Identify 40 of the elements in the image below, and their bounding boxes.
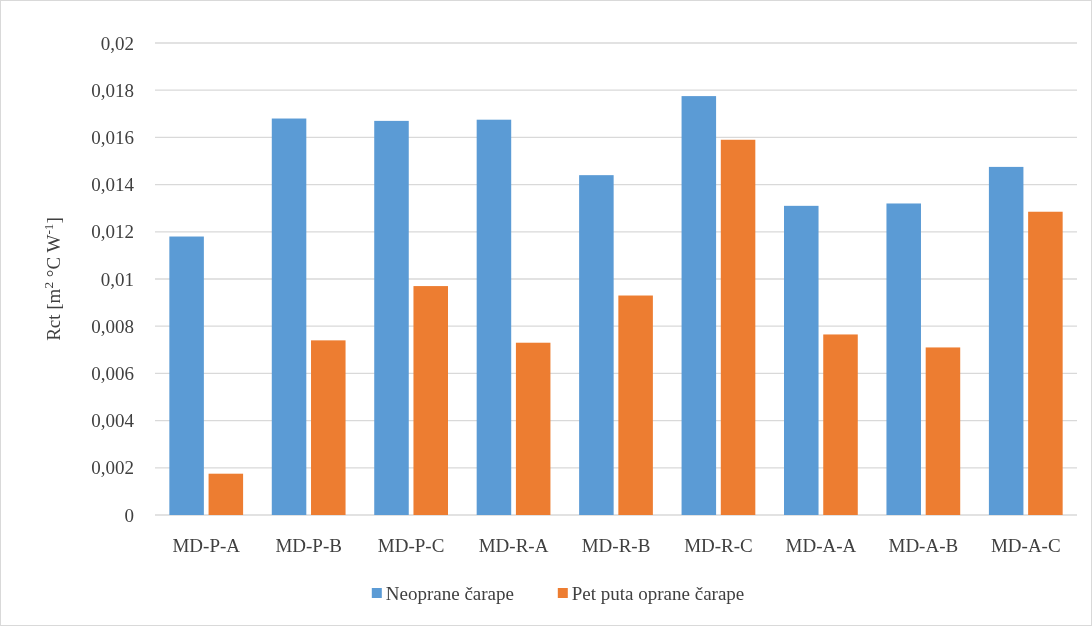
bar [925, 347, 961, 515]
y-tick-label: 0,02 [100, 32, 134, 54]
y-tick-label: 0,002 [91, 457, 134, 479]
y-tick-label: 0,004 [91, 410, 135, 432]
x-tick-label: MD-R-B [581, 535, 651, 556]
y-tick-label: 0,006 [91, 363, 134, 385]
bar [169, 236, 204, 515]
bar [271, 118, 307, 515]
y-tick-label: 0,01 [100, 268, 134, 290]
x-tick-label: MD-P-A [172, 535, 241, 556]
bar [618, 295, 653, 515]
y-tick-label: 0,018 [91, 79, 134, 101]
bar [823, 334, 858, 515]
bar [886, 203, 921, 515]
legend-label: Pet puta oprane čarape [571, 583, 745, 604]
bar [579, 175, 614, 515]
y-tick-label: 0,012 [91, 221, 134, 243]
bar [720, 139, 756, 515]
y-tick-label: 0,016 [91, 127, 134, 149]
x-tick-label: MD-A-B [888, 535, 959, 556]
x-tick-label: MD-A-C [990, 535, 1061, 556]
bar [413, 286, 448, 515]
y-tick-label: 0,008 [91, 315, 134, 337]
bar [515, 342, 551, 515]
bar [784, 205, 819, 515]
bar [988, 166, 1024, 515]
x-tick-label: MD-R-C [684, 535, 753, 556]
x-tick-label: MD-P-B [275, 535, 342, 556]
bar [208, 473, 244, 515]
bar [1028, 211, 1063, 515]
bar [476, 119, 512, 515]
bar [374, 120, 409, 515]
legend-label: Neoprane čarape [385, 583, 514, 604]
y-tick-label: 0,014 [91, 174, 135, 196]
x-tick-label: MD-A-A [785, 535, 857, 556]
x-tick-label: MD-R-A [478, 535, 549, 556]
bar [681, 96, 717, 515]
y-tick-label: 0 [124, 504, 134, 526]
x-tick-label: MD-P-C [377, 535, 445, 556]
bar [311, 340, 346, 515]
